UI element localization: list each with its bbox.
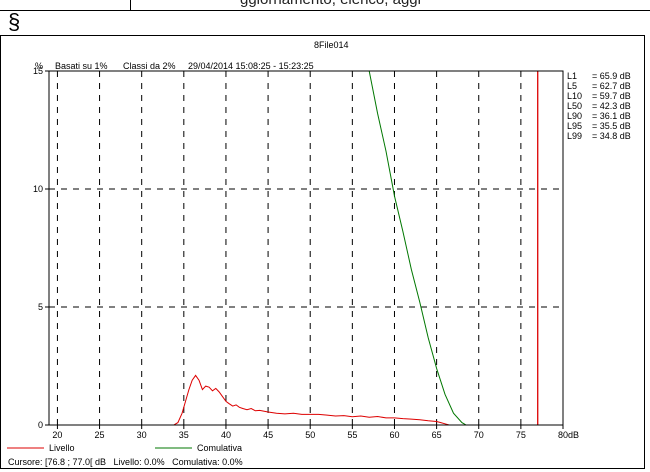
x-tick-label: 30 xyxy=(137,430,147,440)
x-tick-label: 45 xyxy=(263,430,273,440)
status-line: Cursore: [76.8 ; 77.0[ dB Livello: 0.0% … xyxy=(8,457,243,467)
percentile-value: = 59.7 dB xyxy=(592,91,631,101)
plot-series xyxy=(49,70,563,426)
x-tick-label: 50 xyxy=(305,430,315,440)
percentile-value: = 42.3 dB xyxy=(592,101,631,111)
x-tick-label: 65 xyxy=(432,430,442,440)
x-tick-label: 80 xyxy=(558,430,568,440)
plot-area-border xyxy=(48,70,564,426)
y-axis-ticks: 0 5 10 15 xyxy=(33,66,49,430)
header-basis: Basati su 1% xyxy=(55,61,108,71)
chart-frame: 8File014 % Basati su 1% Classi da 2% 29/… xyxy=(0,35,645,469)
x-tick-label: 60 xyxy=(389,430,399,440)
chart-file-title: 8File014 xyxy=(314,40,349,50)
percentile-value: = 36.1 dB xyxy=(592,111,631,121)
series-line-livello xyxy=(49,374,563,426)
x-axis-ticks: 20 25 30 35 40 45 50 55 60 65 70 75 80 dB xyxy=(52,425,579,440)
percentile-label: L5 xyxy=(567,81,577,91)
top-table-fragment: ggiornamento, elenco, aggi xyxy=(0,0,650,11)
x-tick-label: 35 xyxy=(179,430,189,440)
series-line-comulativa xyxy=(49,70,563,426)
percentile-value: = 34.8 dB xyxy=(592,131,631,141)
y-tick-label: 5 xyxy=(38,302,43,312)
y-axis-unit: % xyxy=(35,61,44,71)
table-cell-text: ggiornamento, elenco, aggi xyxy=(240,0,421,8)
x-tick-label: 25 xyxy=(95,430,105,440)
x-tick-label: 20 xyxy=(52,430,62,440)
legend-label: Livello xyxy=(49,443,75,453)
percentile-label: L1 xyxy=(567,71,577,81)
x-tick-label: 55 xyxy=(347,430,357,440)
section-symbol: § xyxy=(8,9,21,34)
y-tick-label: 15 xyxy=(33,66,43,76)
x-tick-label: 40 xyxy=(221,430,231,440)
percentile-label: L99 xyxy=(567,131,582,141)
legend: Livello Comulativa xyxy=(7,443,242,453)
x-tick-label: 70 xyxy=(474,430,484,440)
percentile-label: L95 xyxy=(567,121,582,131)
percentile-value: = 62.7 dB xyxy=(592,81,631,91)
percentile-label: L50 xyxy=(567,101,582,111)
x-tick-label: 75 xyxy=(516,430,526,440)
percentile-label: L10 xyxy=(567,91,582,101)
percentile-value: = 65.9 dB xyxy=(592,71,631,81)
header-datetime: 29/04/2014 15:08:25 - 15:23:25 xyxy=(188,61,314,71)
legend-label: Comulativa xyxy=(197,443,242,453)
percentile-stats: L1 = 65.9 dB L5 = 62.7 dB L10 = 59.7 dB L50 = 4… xyxy=(567,71,631,141)
table-cell-divider xyxy=(130,0,131,10)
percentile-label: L90 xyxy=(567,111,582,121)
percentile-value: = 35.5 dB xyxy=(592,121,631,131)
grid-lines xyxy=(49,71,563,425)
x-axis-label: dB xyxy=(568,430,579,440)
header-classes: Classi da 2% xyxy=(123,61,176,71)
y-tick-label: 10 xyxy=(33,184,43,194)
y-tick-label: 0 xyxy=(38,420,43,430)
